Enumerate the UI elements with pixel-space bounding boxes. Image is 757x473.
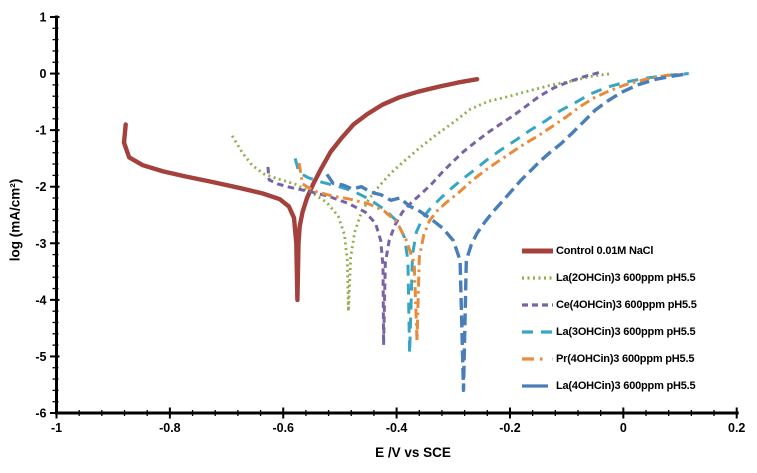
series-line-6 — [325, 71, 690, 393]
legend-item-label: Ce(4OHCin)3 600ppm pH5.5 — [556, 299, 697, 311]
x-tick-label: -0.2 — [499, 421, 521, 435]
legend-item-label: Pr(4OHCin)3 600ppm pH5.5 — [556, 353, 695, 365]
legend-item-label: La(4OHCin)3 600ppm pH5.5 — [556, 380, 696, 392]
legend-item: Control 0.01M NaCl — [521, 242, 697, 260]
legend-item-label: La(2OHCin)3 600ppm pH5.5 — [556, 272, 696, 284]
series-line-4 — [293, 72, 689, 356]
y-tick-label: -3 — [35, 237, 46, 251]
legend-swatch-line — [522, 330, 553, 334]
y-tick-label: -5 — [35, 350, 46, 364]
y-axis-title: log (mA/cm²) — [7, 178, 23, 262]
legend-item: La(2OHCin)3 600ppm pH5.5 — [521, 269, 697, 287]
legend-item: La(3OHCin)3 600ppm pH5.5 — [521, 323, 697, 341]
y-tick-label: -6 — [35, 407, 46, 421]
legend-swatch-line — [522, 303, 553, 307]
x-tick-label: 0 — [620, 421, 627, 435]
y-tick-label: 1 — [40, 11, 47, 25]
legend-item-label: Control 0.01M NaCl — [556, 245, 654, 257]
legend-swatch-line — [522, 357, 553, 361]
series-line-1 — [121, 77, 480, 303]
legend-item: Pr(4OHCin)3 600ppm pH5.5 — [521, 350, 697, 368]
series-line-2 — [230, 72, 613, 313]
legend-swatch-line — [522, 276, 553, 280]
x-tick-label: -0.4 — [386, 421, 408, 435]
y-tick-label: -4 — [35, 293, 46, 307]
y-tick-label: 0 — [40, 67, 47, 81]
series-line-3 — [266, 70, 600, 347]
y-tick-label: -2 — [35, 180, 46, 194]
x-axis-title: E /V vs SCE — [375, 445, 451, 460]
ticks — [50, 16, 738, 419]
legend-swatch-line — [522, 248, 553, 254]
legend-item-label: La(3OHCin)3 600ppm pH5.5 — [556, 326, 696, 338]
x-tick-label: 0.2 — [728, 421, 745, 435]
y-tick-label: -1 — [35, 124, 46, 138]
legend: Control 0.01M NaCl La(2OHCin)3 600ppm pH5… — [521, 242, 697, 395]
x-tick-label: -0.6 — [272, 421, 294, 435]
legend-item: Ce(4OHCin)3 600ppm pH5.5 — [521, 296, 697, 314]
tick-labels: -1 -0.8 -0.6 -0.4 -0.2 0 0.2 1 0 -1 -2 -3 -4 -5 -6 — [35, 11, 745, 436]
x-tick-label: -0.8 — [159, 421, 181, 435]
legend-swatch-line — [522, 384, 553, 388]
series-line-5 — [297, 72, 681, 343]
x-tick-label: -1 — [51, 421, 62, 435]
legend-item: La(4OHCin)3 600ppm pH5.5 — [521, 377, 697, 395]
